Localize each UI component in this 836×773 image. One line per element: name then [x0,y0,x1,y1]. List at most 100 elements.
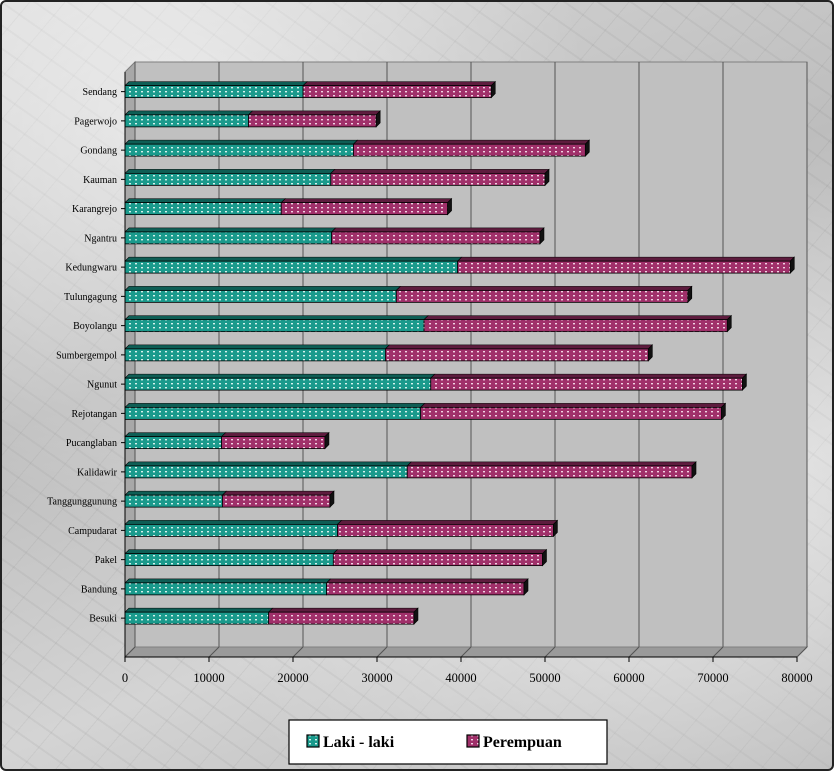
bar-segment [124,114,249,128]
bar-segment [406,465,693,479]
category-label: Kauman [83,175,117,186]
bar-segment [337,523,554,537]
bar-top-face [456,256,796,262]
bar-top-face [124,344,391,350]
bar-segment [124,494,223,508]
legend-swatch [466,734,480,748]
bar-segment [124,231,333,245]
gridline-floor [544,646,556,658]
bar-segment [248,114,377,128]
bar-segment [124,523,338,537]
x-tick-label: 50000 [529,671,560,685]
bar-segment [124,143,354,157]
bar-top-face [406,461,697,467]
bar-segment [124,348,386,362]
bar-top-face [124,578,332,584]
bar-segment [326,582,525,596]
bar-end-face [539,227,545,245]
bar-segment [280,202,448,216]
bar-top-face [124,403,426,408]
bar-segment [124,553,334,567]
bar-top-face [384,344,654,350]
bar-top-face [124,169,336,174]
bar-top-face [330,227,545,233]
gridline-floor [628,646,640,658]
bar-top-face [423,315,733,320]
bar-top-face [124,607,274,613]
bar-end-face [648,344,653,362]
category-label: Ngantru [84,233,117,244]
x-tick-label: 20000 [277,671,308,685]
bar-end-face [726,314,732,333]
bar-segment [302,85,492,99]
category-label: Kedungwaru [65,263,117,274]
bar-segment [332,553,543,567]
bars [124,80,796,625]
bar-top-face [221,490,335,496]
bar-top-face [267,607,419,613]
category-labels: Sendang Pagerwojo Gondang Kauman Karangrejo N… [47,87,125,625]
bar-top-face [124,139,359,145]
legend-swatch [306,734,320,748]
bar-segment [124,289,397,303]
bar-segment [124,582,328,596]
bar-segment [420,406,722,420]
bar-top-face [352,139,591,145]
bar-end-face [542,548,547,567]
bar-end-face [691,461,697,479]
category-label: Kalidawir [77,467,118,478]
bar-top-face [124,520,343,525]
bar-top-face [332,549,548,554]
bar-top-face [124,461,412,467]
x-tick-label: 80000 [781,671,812,685]
bar-end-face [447,197,452,216]
bar-segment [353,143,586,157]
bar-top-face [419,403,727,408]
category-label: Besuki [89,614,117,625]
bar-end-face [544,168,550,187]
bar-top-face [124,432,227,437]
bar-end-face [585,139,590,157]
bar-top-face [124,198,286,203]
bar-segment [384,348,649,362]
bar-end-face [742,373,747,391]
category-label: Tanggunggunung [47,497,117,508]
bar-end-face [721,402,726,421]
category-label: Tulungagung [64,292,117,303]
legend-label: Laki - laki [323,734,395,751]
gridline-floor [796,646,808,658]
x-tick-label: 70000 [697,671,728,685]
bar-top-face [124,286,402,291]
bar-top-face [124,549,339,554]
x-tick-label: 0 [122,671,128,685]
bar-top-face [124,373,436,379]
category-label: Sumbergempol [56,350,117,361]
bar-segment [221,436,326,450]
bar-segment [331,231,541,245]
category-label: Boyolangu [73,321,117,332]
bar-top-face [124,110,254,116]
bar-segment [395,289,689,303]
category-label: Karangrejo [72,204,117,215]
bar-segment [124,611,270,625]
bar-end-face [553,519,558,538]
gridline-floor [124,646,136,658]
x-axis-ticks: 0 10000 20000 30000 40000 50000 60000 70000 8000… [122,72,813,685]
category-label: Ngunut [87,380,117,391]
bar-end-face [324,431,330,450]
bar-top-face [124,315,429,320]
bar-top-face [302,81,496,86]
bar-segment [124,260,459,274]
bar-segment [430,377,743,391]
bar-top-face [395,286,693,291]
category-label: Pakel [95,555,117,566]
category-label: Pagerwojo [74,116,117,127]
x-tick-label: 40000 [445,671,476,685]
bar-segment [457,260,791,274]
bar-end-face [523,578,529,596]
legend: Laki - laki Perempuan [288,719,608,765]
gridline-floor [208,646,220,658]
bar-top-face [280,198,453,203]
